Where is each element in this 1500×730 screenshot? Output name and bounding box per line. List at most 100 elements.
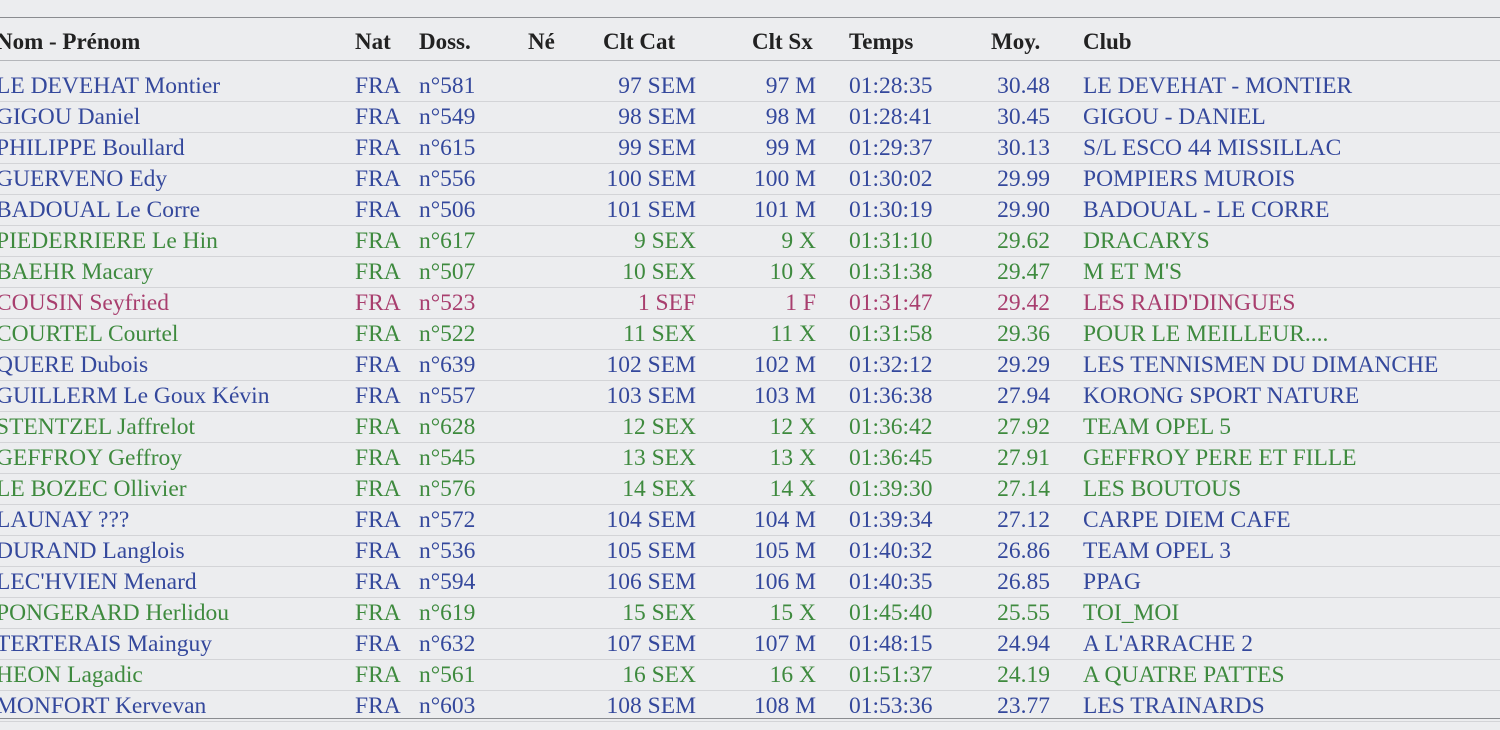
- average-speed: 24.94: [997, 631, 1050, 657]
- average-speed: 26.85: [997, 569, 1050, 595]
- table-row: PHILIPPE Boullard FRA n°615 99 SEM 99 M 01:29…: [0, 133, 1500, 164]
- average-speed: 30.48: [997, 73, 1050, 99]
- finish-time: 01:40:32: [849, 538, 933, 564]
- bib-number: n°617: [419, 228, 476, 254]
- top-rule: [0, 17, 1500, 18]
- category-rank: 13 SEX: [622, 445, 696, 471]
- category-rank: 106 SEM: [606, 569, 696, 595]
- sex-rank: 13 X: [769, 445, 816, 471]
- finish-time: 01:51:37: [849, 662, 933, 688]
- finish-time: 01:31:58: [849, 321, 933, 347]
- average-speed: 30.45: [997, 104, 1050, 130]
- nationality: FRA: [355, 104, 401, 130]
- row-divider: [0, 225, 1500, 226]
- category-rank: 105 SEM: [606, 538, 696, 564]
- nationality: FRA: [355, 290, 401, 316]
- table-row: MONFORT Kervevan FRA n°603 108 SEM 108 M 01:5…: [0, 691, 1500, 722]
- sex-rank: 12 X: [769, 414, 816, 440]
- row-divider: [0, 597, 1500, 598]
- average-speed: 27.12: [997, 507, 1050, 533]
- category-rank: 12 SEX: [622, 414, 696, 440]
- club-name: S/L ESCO 44 MISSILLAC: [1083, 135, 1342, 161]
- category-rank: 14 SEX: [622, 476, 696, 502]
- header-temps: Temps: [849, 29, 914, 54]
- runner-name: BAEHR Macary: [0, 259, 154, 285]
- runner-name: TERTERAIS Mainguy: [0, 631, 212, 657]
- header-ne: Né: [528, 29, 555, 54]
- average-speed: 29.99: [997, 166, 1050, 192]
- bib-number: n°628: [419, 414, 476, 440]
- row-divider: [0, 194, 1500, 195]
- category-rank: 100 SEM: [606, 166, 696, 192]
- runner-name: GUERVENO Edy: [0, 166, 168, 192]
- runner-name: COURTEL Courtel: [0, 321, 179, 347]
- category-rank: 99 SEM: [618, 135, 696, 161]
- bib-number: n°576: [419, 476, 476, 502]
- club-name: TOI_MOI: [1083, 600, 1180, 626]
- average-speed: 29.36: [997, 321, 1050, 347]
- sex-rank: 15 X: [769, 600, 816, 626]
- nationality: FRA: [355, 631, 401, 657]
- bib-number: n°572: [419, 507, 476, 533]
- bib-number: n°603: [419, 693, 476, 719]
- nationality: FRA: [355, 600, 401, 626]
- bib-number: n°523: [419, 290, 476, 316]
- finish-time: 01:31:47: [849, 290, 933, 316]
- table-row: GUERVENO Edy FRA n°556 100 SEM 100 M 01:30:02…: [0, 164, 1500, 195]
- runner-name: BADOUAL Le Corre: [0, 197, 201, 223]
- runner-name: PONGERARD Herlidou: [0, 600, 230, 626]
- table-row: COUSIN Seyfried FRA n°523 1 SEF 1 F 01:31:47 2…: [0, 288, 1500, 319]
- table-row: LE DEVEHAT Montier FRA n°581 97 SEM 97 M 01:2…: [0, 71, 1500, 102]
- category-rank: 103 SEM: [606, 383, 696, 409]
- bib-number: n°557: [419, 383, 476, 409]
- nationality: FRA: [355, 197, 401, 223]
- club-name: A L'ARRACHE 2: [1083, 631, 1254, 657]
- table-row: COURTEL Courtel FRA n°522 11 SEX 11 X 01:31:5…: [0, 319, 1500, 350]
- runner-name: MONFORT Kervevan: [0, 693, 207, 719]
- sex-rank: 14 X: [769, 476, 816, 502]
- nationality: FRA: [355, 352, 401, 378]
- finish-time: 01:36:45: [849, 445, 933, 471]
- table-row: PONGERARD Herlidou FRA n°619 15 SEX 15 X 01:4…: [0, 598, 1500, 629]
- header-nom: Nom - Prénom: [0, 29, 141, 54]
- nationality: FRA: [355, 259, 401, 285]
- average-speed: 29.47: [997, 259, 1050, 285]
- runner-name: GEFFROY Geffroy: [0, 445, 183, 471]
- category-rank: 101 SEM: [606, 197, 696, 223]
- row-divider: [0, 101, 1500, 102]
- sex-rank: 9 X: [781, 228, 816, 254]
- sex-rank: 108 M: [753, 693, 816, 719]
- average-speed: 26.86: [997, 538, 1050, 564]
- average-speed: 30.13: [997, 135, 1050, 161]
- bib-number: n°556: [419, 166, 476, 192]
- finish-time: 01:28:41: [849, 104, 933, 130]
- category-rank: 107 SEM: [606, 631, 696, 657]
- finish-time: 01:30:19: [849, 197, 933, 223]
- nationality: FRA: [355, 693, 401, 719]
- row-divider: [0, 473, 1500, 474]
- club-name: LES RAID'DINGUES: [1083, 290, 1296, 316]
- average-speed: 29.42: [997, 290, 1050, 316]
- header-clt-sx: Clt Sx: [752, 29, 813, 54]
- table-row: BADOUAL Le Corre FRA n°506 101 SEM 101 M 01:3…: [0, 195, 1500, 226]
- runner-name: LAUNAY ???: [0, 507, 130, 533]
- finish-time: 01:48:15: [849, 631, 933, 657]
- sex-rank: 10 X: [769, 259, 816, 285]
- runner-name: PIEDERRIERE Le Hin: [0, 228, 218, 254]
- nationality: FRA: [355, 228, 401, 254]
- finish-time: 01:31:38: [849, 259, 933, 285]
- runner-name: GUILLERM Le Goux Kévin: [0, 383, 270, 409]
- average-speed: 27.91: [997, 445, 1050, 471]
- row-divider: [0, 442, 1500, 443]
- category-rank: 104 SEM: [606, 507, 696, 533]
- average-speed: 23.77: [997, 693, 1050, 719]
- sex-rank: 99 M: [765, 135, 816, 161]
- nationality: FRA: [355, 414, 401, 440]
- bib-number: n°632: [419, 631, 476, 657]
- sex-rank: 107 M: [753, 631, 816, 657]
- row-divider: [0, 504, 1500, 505]
- sex-rank: 97 M: [765, 73, 816, 99]
- club-name: DRACARYS: [1083, 228, 1210, 254]
- nationality: FRA: [355, 73, 401, 99]
